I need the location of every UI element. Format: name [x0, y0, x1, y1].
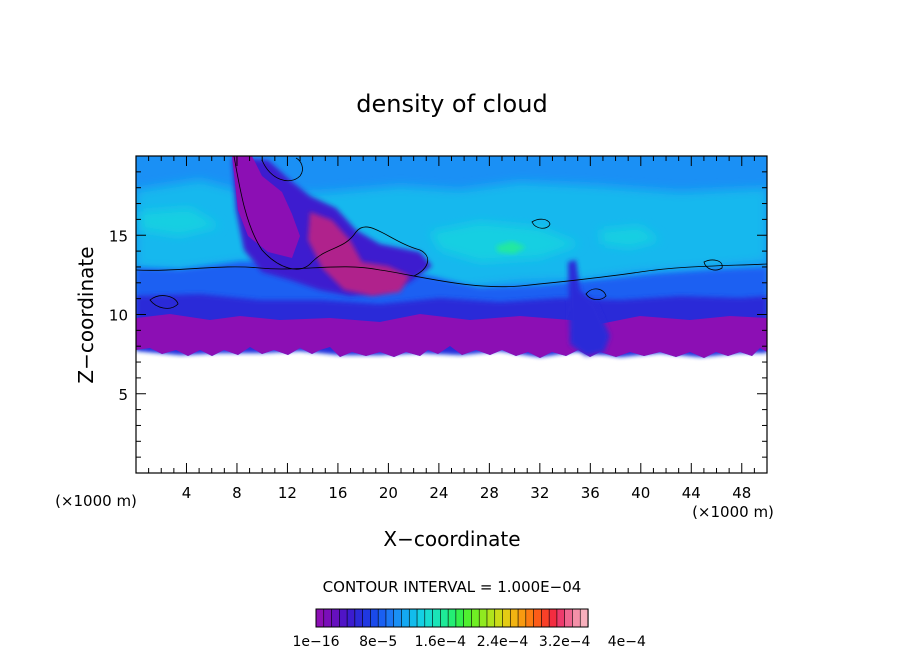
x-axis-ticks: 4 8 12 16 20 24 28 32 36 40 44 48 — [148, 156, 755, 502]
x-tick-label: 12 — [278, 484, 297, 502]
colorbar-swatch — [432, 608, 441, 628]
y-axis-label: Z−coordinate — [74, 246, 98, 383]
colorbar-swatch — [362, 608, 371, 628]
x-tick-label: 16 — [328, 484, 347, 502]
colorbar-label: 1.6e−4 — [415, 634, 467, 650]
colorbar-swatch — [579, 608, 589, 628]
aqua-patches — [140, 208, 660, 262]
x-tick-label: 36 — [581, 484, 600, 502]
colorbar-swatch — [463, 608, 473, 628]
turret-purple-core — [232, 156, 300, 258]
purple-base-layer — [136, 314, 767, 358]
colorbar-swatch — [502, 608, 511, 628]
x-tick-label: 44 — [682, 484, 701, 502]
colorbar-label: 1e−16 — [292, 634, 339, 650]
y-tick-label: 15 — [109, 227, 128, 245]
y-tick-label: 5 — [118, 386, 128, 404]
colorbar-swatch — [377, 608, 387, 628]
colorbar-swatch — [564, 608, 574, 628]
x-unit-left: (×1000 m) — [55, 492, 137, 510]
colorbar-swatch — [541, 608, 550, 628]
colorbar-label: 2.4e−4 — [477, 634, 529, 650]
colorbar-swatch — [408, 608, 418, 628]
contour-lines — [136, 156, 767, 309]
colorbar-label: 8e−5 — [359, 634, 397, 650]
colorbar-swatch — [478, 608, 488, 628]
colorbar-labels: 1e−16 8e−5 1.6e−4 2.4e−4 3.2e−4 4e−4 — [292, 634, 646, 650]
colorbar-swatch — [401, 608, 410, 628]
colorbar-swatch — [393, 608, 403, 628]
colorbar-swatch — [331, 608, 340, 628]
x-tick-label: 28 — [480, 484, 499, 502]
colorbar — [315, 608, 589, 628]
x-tick-label: 4 — [182, 484, 192, 502]
y-tick-label: 10 — [109, 307, 128, 325]
colorbar-frame — [315, 608, 589, 628]
chart-title: density of cloud — [356, 90, 547, 118]
colorbar-swatch — [315, 608, 325, 628]
colorbar-swatch — [354, 608, 364, 628]
colorbar-swatch — [471, 608, 480, 628]
colorbar-swatch — [339, 608, 348, 628]
colorbar-swatch — [346, 608, 356, 628]
turret-magenta — [308, 212, 410, 296]
right-tower — [568, 260, 610, 356]
colorbar-swatch — [455, 608, 465, 628]
colorbar-swatch — [416, 608, 426, 628]
green-core — [496, 241, 526, 254]
colorbar-swatch — [517, 608, 527, 628]
x-tick-label: 48 — [732, 484, 751, 502]
x-unit-right: (×1000 m) — [692, 503, 774, 521]
colorbar-swatch — [424, 608, 434, 628]
y-axis-ticks: 5 10 15 — [109, 171, 767, 458]
colorbar-label: 4e−4 — [608, 634, 646, 650]
contour-interval-text: CONTOUR INTERVAL = 1.000E−04 — [323, 578, 582, 596]
colorbar-swatch — [548, 608, 558, 628]
colorbar-swatch — [323, 608, 333, 628]
x-tick-label: 8 — [232, 484, 242, 502]
x-tick-label: 40 — [631, 484, 650, 502]
colorbar-swatch — [440, 608, 449, 628]
x-tick-label: 32 — [530, 484, 549, 502]
colorbar-swatch — [494, 608, 504, 628]
colorbar-swatch — [509, 608, 519, 628]
colorbar-swatch — [572, 608, 581, 628]
colorbar-swatch — [533, 608, 542, 628]
colorbar-swatch — [525, 608, 535, 628]
colorbar-swatch — [385, 608, 395, 628]
x-axis-label: X−coordinate — [383, 527, 520, 551]
colorbar-swatch — [556, 608, 566, 628]
colorbar-swatch — [370, 608, 379, 628]
colorbar-swatch — [447, 608, 457, 628]
colorbar-label: 3.2e−4 — [539, 634, 591, 650]
x-tick-label: 20 — [379, 484, 398, 502]
plot-area — [136, 156, 767, 473]
x-tick-label: 24 — [429, 484, 448, 502]
colorbar-swatch — [486, 608, 496, 628]
